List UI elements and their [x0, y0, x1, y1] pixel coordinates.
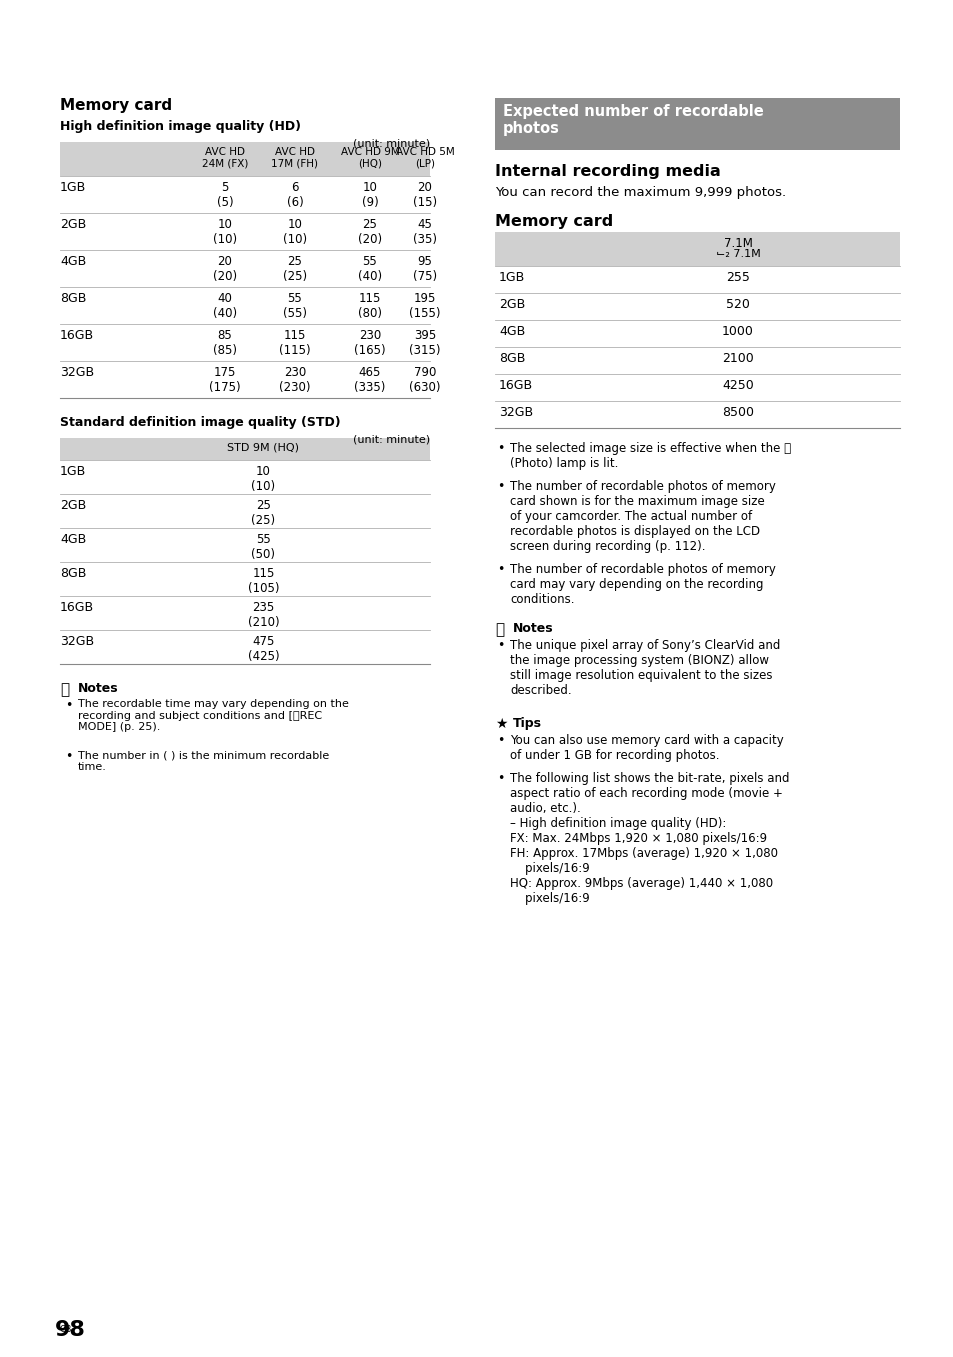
Text: (unit: minute): (unit: minute) — [353, 434, 430, 444]
Text: The unique pixel array of Sony’s ClearVid and
the image processing system (BIONZ: The unique pixel array of Sony’s ClearVi… — [510, 639, 780, 697]
Bar — [495, 98, 899, 151]
Text: 20
(20): 20 (20) — [213, 255, 236, 284]
Text: 4250: 4250 — [721, 379, 753, 392]
Text: 7.1M: 7.1M — [722, 237, 752, 250]
Text: •: • — [497, 480, 504, 493]
Text: You can record the maximum 9,999 photos.: You can record the maximum 9,999 photos. — [495, 186, 785, 199]
Text: 32GB: 32GB — [60, 635, 94, 649]
Text: GB: GB — [60, 1324, 72, 1334]
Text: Standard definition image quality (STD): Standard definition image quality (STD) — [60, 417, 340, 429]
Text: 6
(6): 6 (6) — [286, 180, 303, 209]
Text: 115
(80): 115 (80) — [357, 292, 381, 320]
Text: 32GB: 32GB — [498, 406, 533, 419]
Text: 25
(20): 25 (20) — [357, 218, 381, 246]
Text: The recordable time may vary depending on the
recording and subject conditions a: The recordable time may vary depending o… — [78, 699, 349, 733]
Text: 25
(25): 25 (25) — [283, 255, 307, 284]
Text: ⓢ: ⓢ — [60, 683, 69, 697]
Text: 1GB: 1GB — [60, 180, 86, 194]
Text: High definition image quality (HD): High definition image quality (HD) — [60, 119, 301, 133]
Text: 10
(10): 10 (10) — [252, 465, 275, 493]
Text: 175
(175): 175 (175) — [209, 366, 240, 394]
Text: 395
(315): 395 (315) — [409, 328, 440, 357]
Text: •: • — [497, 563, 504, 575]
Text: 16GB: 16GB — [60, 328, 94, 342]
Text: 45
(35): 45 (35) — [413, 218, 436, 246]
Text: 16GB: 16GB — [60, 601, 94, 613]
Text: 235
(210): 235 (210) — [248, 601, 279, 630]
Text: 10
(9): 10 (9) — [361, 180, 378, 209]
Text: 40
(40): 40 (40) — [213, 292, 236, 320]
Text: You can also use memory card with a capacity
of under 1 GB for recording photos.: You can also use memory card with a capa… — [510, 734, 783, 763]
Text: 255: 255 — [725, 271, 749, 284]
Text: •: • — [497, 772, 504, 784]
Text: STD 9M (HQ): STD 9M (HQ) — [227, 442, 299, 453]
Text: 8GB: 8GB — [60, 567, 87, 579]
Text: Memory card: Memory card — [60, 98, 172, 113]
Text: Internal recording media: Internal recording media — [495, 164, 720, 179]
Text: The following list shows the bit-rate, pixels and
aspect ratio of each recording: The following list shows the bit-rate, p… — [510, 772, 789, 905]
Text: Tips: Tips — [513, 716, 541, 730]
Text: 32GB: 32GB — [60, 366, 94, 379]
Text: 520: 520 — [725, 299, 749, 311]
Text: ⓢ: ⓢ — [495, 622, 503, 636]
Text: •: • — [65, 750, 72, 763]
Text: (unit: minute): (unit: minute) — [353, 138, 430, 148]
Text: ★: ★ — [495, 716, 507, 731]
Text: 2100: 2100 — [721, 351, 753, 365]
Text: 230
(230): 230 (230) — [279, 366, 311, 394]
Text: 55
(55): 55 (55) — [283, 292, 307, 320]
Text: 4GB: 4GB — [60, 533, 86, 546]
Text: 8500: 8500 — [721, 406, 753, 419]
Text: 1GB: 1GB — [60, 465, 86, 478]
Bar — [495, 232, 899, 266]
Text: 55
(50): 55 (50) — [252, 533, 275, 560]
Text: The number in ( ) is the minimum recordable
time.: The number in ( ) is the minimum recorda… — [78, 750, 329, 772]
Text: 230
(165): 230 (165) — [354, 328, 385, 357]
Text: AVC HD 9M
(HQ): AVC HD 9M (HQ) — [340, 147, 399, 168]
Text: Expected number of recordable
photos: Expected number of recordable photos — [502, 104, 763, 137]
Text: 98: 98 — [55, 1320, 86, 1339]
Text: 8GB: 8GB — [498, 351, 525, 365]
Text: 2GB: 2GB — [60, 218, 86, 231]
Text: 4GB: 4GB — [498, 324, 525, 338]
Text: •: • — [497, 639, 504, 651]
Text: The selected image size is effective when the 📷
(Photo) lamp is lit.: The selected image size is effective whe… — [510, 442, 790, 470]
Text: 2GB: 2GB — [60, 499, 86, 512]
Text: 790
(630): 790 (630) — [409, 366, 440, 394]
Text: •: • — [65, 699, 72, 712]
Text: AVC HD
24M (FX): AVC HD 24M (FX) — [202, 147, 248, 168]
Text: Memory card: Memory card — [495, 214, 613, 229]
Text: 2GB: 2GB — [498, 299, 525, 311]
Text: 16GB: 16GB — [498, 379, 533, 392]
Text: The number of recordable photos of memory
card shown is for the maximum image si: The number of recordable photos of memor… — [510, 480, 775, 554]
Text: 8GB: 8GB — [60, 292, 87, 305]
Text: 10
(10): 10 (10) — [213, 218, 236, 246]
Text: 115
(115): 115 (115) — [279, 328, 311, 357]
Text: Notes: Notes — [78, 683, 118, 695]
Text: Notes: Notes — [513, 622, 553, 635]
Text: 5
(5): 5 (5) — [216, 180, 233, 209]
Text: 1000: 1000 — [721, 324, 753, 338]
Text: 55
(40): 55 (40) — [357, 255, 381, 284]
Text: The number of recordable photos of memory
card may vary depending on the recordi: The number of recordable photos of memor… — [510, 563, 775, 607]
Text: •: • — [497, 734, 504, 746]
Text: 1GB: 1GB — [498, 271, 525, 284]
Bar — [60, 438, 430, 460]
Text: 195
(155): 195 (155) — [409, 292, 440, 320]
Bar — [60, 142, 430, 176]
Text: AVC HD
17M (FH): AVC HD 17M (FH) — [272, 147, 318, 168]
Text: •: • — [497, 442, 504, 455]
Text: 20
(15): 20 (15) — [413, 180, 436, 209]
Text: 475
(425): 475 (425) — [248, 635, 279, 664]
Text: 465
(335): 465 (335) — [354, 366, 385, 394]
Text: AVC HD 5M
(LP): AVC HD 5M (LP) — [395, 147, 454, 168]
Text: 4GB: 4GB — [60, 255, 86, 267]
Text: 10
(10): 10 (10) — [283, 218, 307, 246]
Text: ⌙₂ 7.1M: ⌙₂ 7.1M — [715, 248, 760, 259]
Text: 95
(75): 95 (75) — [413, 255, 436, 284]
Text: 85
(85): 85 (85) — [213, 328, 236, 357]
Text: 115
(105): 115 (105) — [248, 567, 279, 594]
Text: 25
(25): 25 (25) — [252, 499, 275, 527]
